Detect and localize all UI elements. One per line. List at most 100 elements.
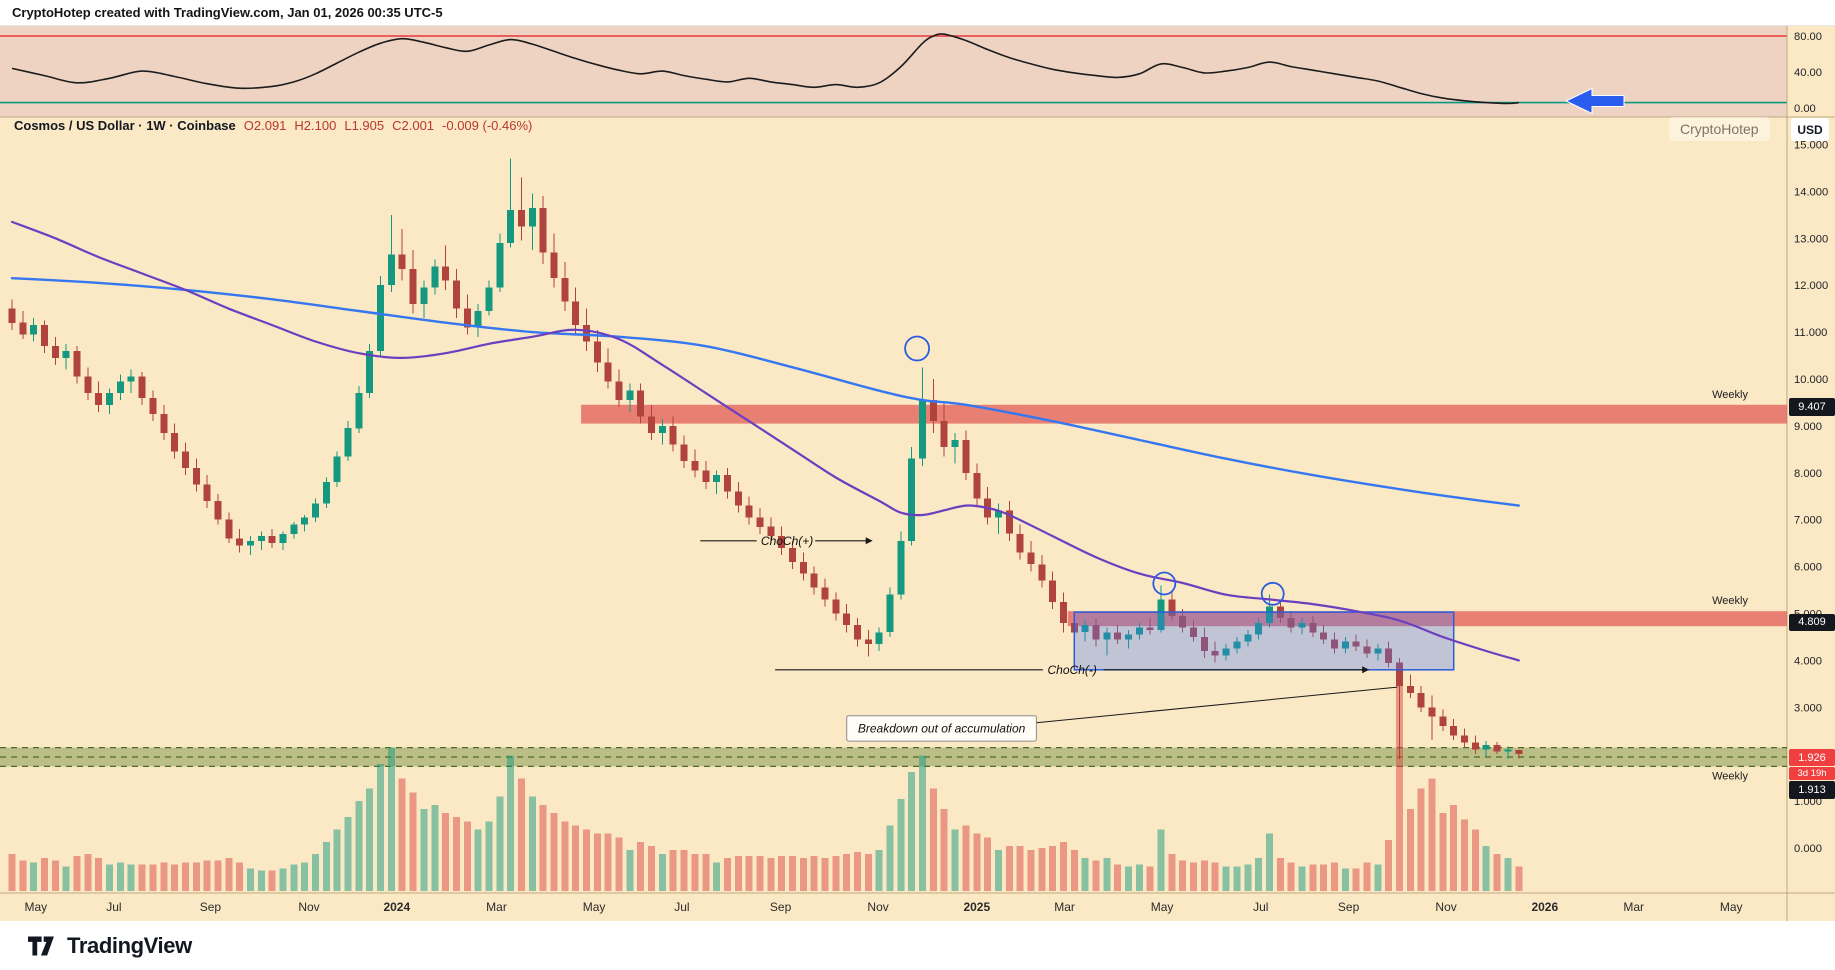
- attribution-bar: CryptoHotep created with TradingView.com…: [0, 0, 1835, 26]
- oscillator-scale-label: 80.00: [1794, 31, 1822, 43]
- weekly-zone-label: Weekly: [1712, 595, 1748, 607]
- footer-bar: TradingView: [0, 921, 1835, 970]
- volume-bar: [160, 862, 168, 891]
- candle-body: [778, 536, 786, 548]
- volume-bar: [1070, 850, 1078, 891]
- volume-bar: [474, 829, 482, 891]
- candle-body: [702, 470, 710, 483]
- candle-body: [30, 325, 38, 335]
- breakdown-label: Breakdown out of accumulation: [858, 721, 1026, 735]
- volume-bar: [1060, 841, 1067, 891]
- weekly-zone-label: Weekly: [1712, 389, 1748, 401]
- volume-bar: [702, 854, 710, 891]
- volume-bar: [442, 813, 450, 891]
- volume-bar: [214, 860, 222, 892]
- volume-bar: [854, 852, 861, 892]
- candle-body: [897, 540, 905, 595]
- volume-bar: [1396, 686, 1403, 891]
- candle-body: [669, 425, 677, 445]
- volume-bar: [355, 800, 363, 891]
- candle-body: [1255, 622, 1263, 635]
- symbol-title[interactable]: Cosmos / US Dollar · 1W · Coinbase: [14, 118, 236, 133]
- candle-body: [398, 254, 406, 269]
- candle-body: [496, 243, 504, 288]
- candle-body: [1027, 552, 1035, 565]
- candle-body: [1081, 625, 1089, 633]
- volume-bar: [1038, 848, 1046, 892]
- volume-bar: [637, 841, 645, 891]
- candle-body: [171, 432, 179, 452]
- candle-body: [1146, 627, 1154, 630]
- volume-bar: [1276, 858, 1284, 891]
- time-axis[interactable]: May Jul Sep Nov 2024 Mar May Jul Sep Nov 2025 Mar Ma…: [24, 900, 1742, 914]
- candle-body: [919, 400, 927, 459]
- candle-body: [1060, 601, 1067, 623]
- volume-bar: [51, 860, 59, 892]
- volume-bar: [452, 817, 460, 891]
- volume-bar: [203, 860, 211, 892]
- volume-bar: [626, 850, 634, 891]
- symbol-legend[interactable]: Cosmos / US Dollar · 1W · Coinbase O2.09…: [14, 118, 532, 133]
- volume-bar: [691, 854, 699, 891]
- volume-bar: [290, 864, 298, 892]
- candle-body: [821, 587, 829, 600]
- candle-body: [1406, 686, 1414, 694]
- blue-arrow-icon: [1564, 87, 1625, 115]
- candle-body: [257, 536, 265, 541]
- candle-body: [745, 505, 753, 518]
- volume-bar: [1341, 868, 1349, 892]
- candle-body: [1504, 749, 1512, 752]
- time-axis-label: Mar: [1054, 900, 1075, 914]
- ma-fast-purple-line: [10, 220, 1520, 662]
- tradingview-logo-icon[interactable]: [28, 934, 58, 958]
- volume-bar: [1092, 860, 1100, 892]
- volume-bar: [518, 778, 525, 892]
- tradingview-wordmark[interactable]: TradingView: [67, 932, 192, 958]
- oscillator-scale-label: 0.00: [1794, 103, 1816, 115]
- candle-body: [1374, 648, 1382, 654]
- volume-bar: [756, 856, 764, 892]
- volume-bar: [1135, 864, 1143, 892]
- choch-label: ChoCh(+): [761, 534, 813, 548]
- candle-body: [658, 425, 666, 433]
- volume-bar: [333, 829, 341, 891]
- candle-body: [322, 482, 330, 504]
- volume-bar: [767, 858, 775, 891]
- volume-bar: [1146, 866, 1154, 891]
- volume-bar: [789, 856, 796, 892]
- candle-body: [810, 573, 818, 588]
- price-badge: 1.926: [1789, 748, 1835, 767]
- time-axis-label: May: [1151, 900, 1174, 914]
- candle-body: [106, 393, 114, 405]
- volume-bar: [1450, 804, 1458, 891]
- volume-bar: [1190, 862, 1198, 891]
- volume-bar: [1493, 854, 1501, 891]
- volume-bar: [572, 825, 580, 891]
- volume-bar: [713, 862, 721, 891]
- ohlc-close: C2.001: [392, 118, 435, 133]
- candle-body: [116, 381, 124, 393]
- candle-body: [1331, 639, 1338, 649]
- volume-bar: [247, 868, 254, 892]
- candlestick-series[interactable]: [8, 158, 1523, 759]
- volume-bar: [1417, 788, 1425, 891]
- volume-bar: [951, 829, 959, 891]
- candle-body: [648, 416, 656, 433]
- candle-body: [84, 376, 92, 394]
- currency-button[interactable]: USD: [1791, 118, 1829, 141]
- volume-bar: [1265, 833, 1273, 891]
- candle-body: [214, 500, 222, 520]
- candle-body: [73, 350, 81, 377]
- volume-bar: [550, 813, 558, 891]
- candle-body: [1439, 716, 1447, 727]
- price-badge: 4.809: [1789, 613, 1835, 632]
- time-axis-label: May: [583, 900, 606, 914]
- candle-body: [1222, 648, 1230, 656]
- candle-body: [1200, 637, 1208, 652]
- volume-bar: [181, 862, 189, 891]
- price-badge: 1.913: [1789, 781, 1835, 799]
- candle-body: [886, 594, 894, 633]
- price-scale-label: 0.000: [1794, 843, 1822, 855]
- volume-bar: [1255, 858, 1263, 891]
